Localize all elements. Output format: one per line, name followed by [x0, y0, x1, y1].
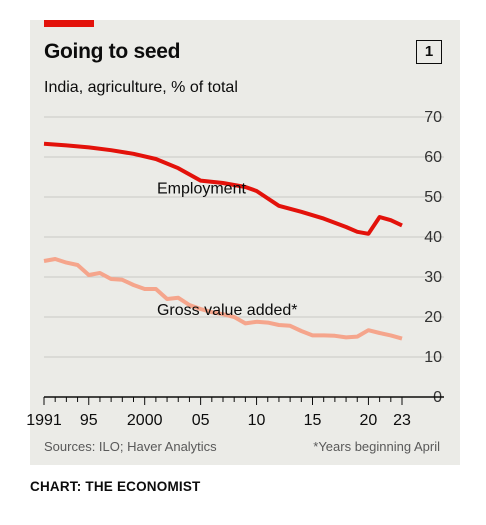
x-tick-label-20: 20	[360, 412, 378, 429]
x-tick-label-1991: 1991	[26, 412, 62, 429]
y-tick-label-60: 60	[424, 149, 442, 166]
grid-lines	[44, 116, 444, 358]
chart-subtitle: India, agriculture, % of total	[44, 79, 238, 96]
x-tick-label-10: 10	[248, 412, 266, 429]
x-tick-label-05: 05	[192, 412, 210, 429]
x-tick-label-95: 95	[80, 412, 98, 429]
gva-line	[43, 257, 403, 341]
series-lines	[43, 141, 403, 341]
x-tick-label-23: 23	[393, 412, 411, 429]
brand-red-tab	[44, 20, 94, 27]
y-tick-label-70: 70	[424, 109, 442, 126]
y-tick-label-20: 20	[424, 309, 442, 326]
series-annotations: Employment Gross value added*	[157, 180, 298, 319]
chart-number-badge: 1	[416, 40, 442, 64]
y-tick-label-40: 40	[424, 229, 442, 246]
x-tick-label-15: 15	[304, 412, 322, 429]
employment-line	[43, 141, 403, 236]
x-axis: 1991 95 2000 05 10 15 20 23	[26, 396, 444, 429]
chart-title: Going to seed	[44, 40, 181, 63]
y-tick-label-50: 50	[424, 189, 442, 206]
footnote: *Years beginning April	[313, 439, 440, 454]
source-note: Sources: ILO; Haver Analytics	[44, 439, 217, 454]
y-tick-label-30: 30	[424, 269, 442, 286]
gva-label: Gross value added*	[157, 302, 298, 319]
chart-panel	[30, 20, 460, 465]
x-tick-label-2000: 2000	[127, 412, 163, 429]
chart-credit: CHART: THE ECONOMIST	[30, 479, 201, 494]
y-tick-labels: 010203040506070	[424, 109, 442, 406]
y-tick-label-10: 10	[424, 349, 442, 366]
employment-label: Employment	[157, 180, 246, 197]
